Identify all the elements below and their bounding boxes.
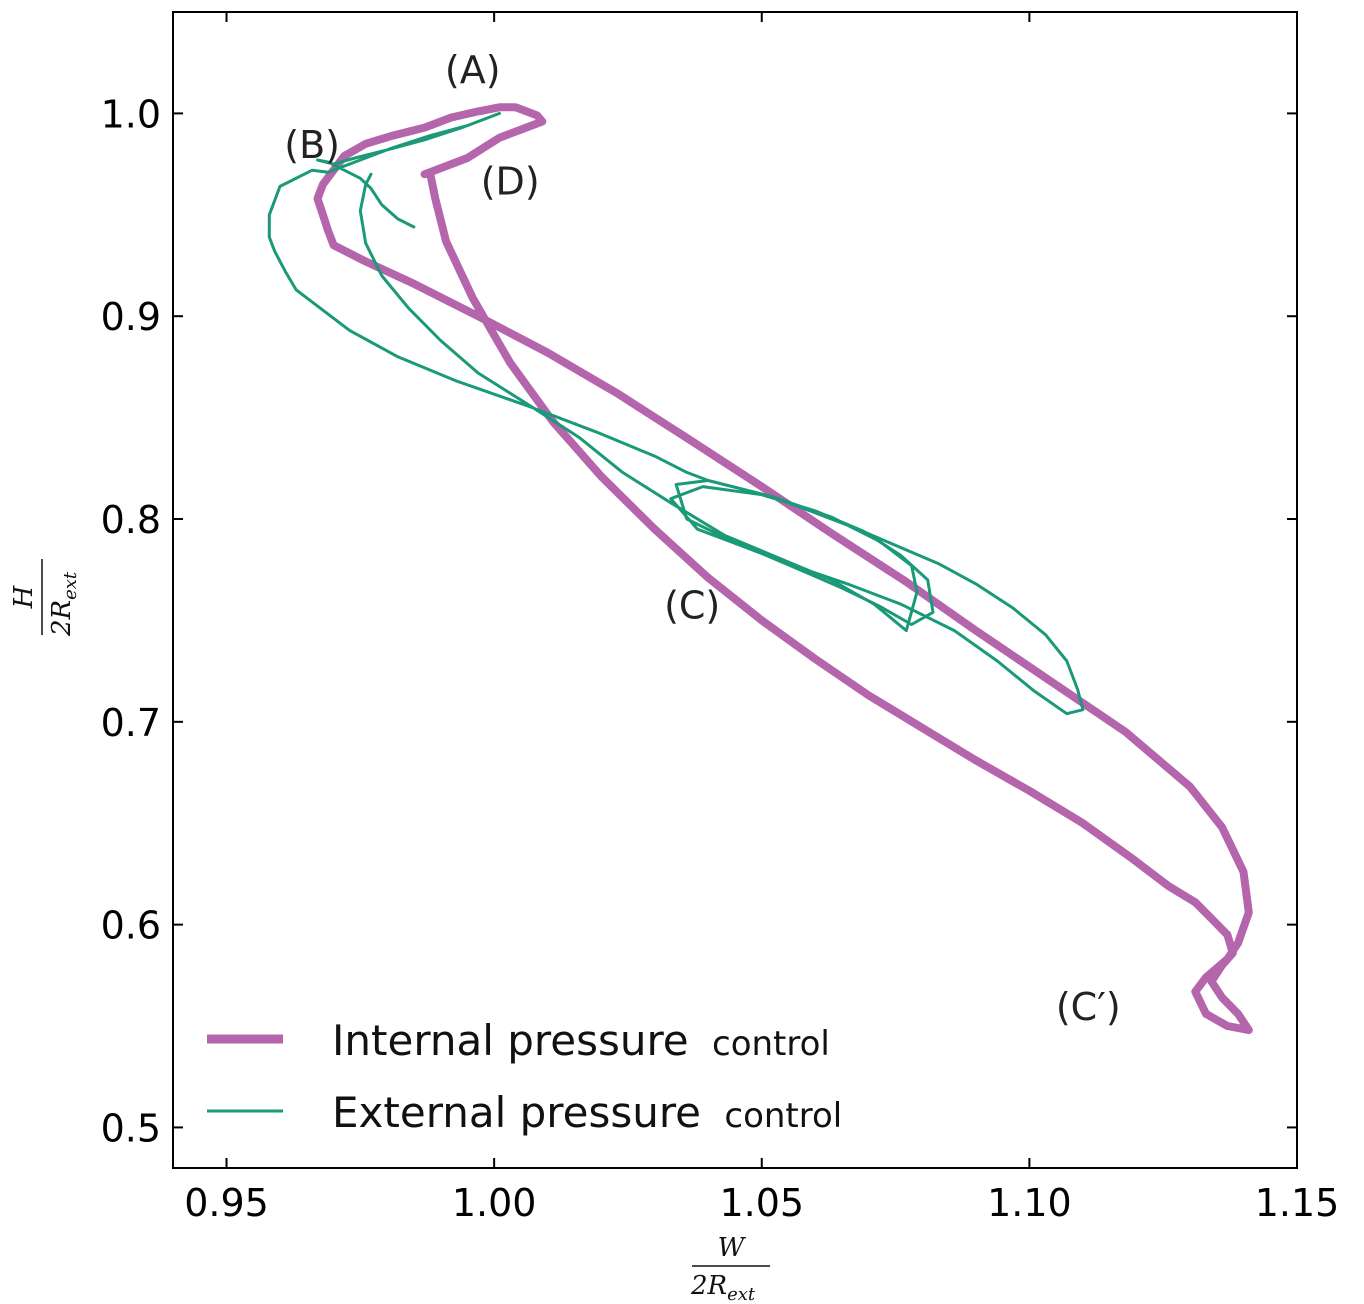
y-axis-label-denominator: 2Rext	[47, 571, 81, 637]
legend: Internal pressure control External press…	[207, 1016, 842, 1137]
annotation-label: (C′)	[1056, 985, 1121, 1029]
annotations: (A) (B) (C) (D) (C′)	[284, 48, 1120, 1029]
x-axis-label: W 2Rext	[690, 1233, 770, 1304]
x-axis-label-subscript: ext	[727, 1284, 756, 1304]
y-axis-label: H 2Rext	[9, 559, 81, 637]
legend-entry-internal: Internal pressure control	[332, 1016, 830, 1065]
series-line-external	[267, 111, 1085, 716]
y-tick-label: 0.5	[101, 1106, 161, 1150]
x-tick-label: 0.95	[184, 1181, 269, 1225]
y-axis-label-denominator-main: 2R	[47, 600, 77, 637]
series-line-internal	[313, 103, 1253, 1035]
plot-frame	[172, 11, 1298, 1169]
y-axis-label-numerator: H	[9, 584, 39, 609]
legend-entry-external: External pressure control	[332, 1088, 842, 1137]
legend-suffix-internal: control	[712, 1024, 830, 1064]
annotation-label: (B)	[284, 123, 340, 167]
series-layer	[267, 103, 1253, 1035]
y-axis-label-subscript: ext	[60, 571, 81, 600]
legend-suffix-external: control	[724, 1096, 842, 1136]
x-tick-label: 1.05	[719, 1181, 804, 1225]
legend-label-external: External pressure	[332, 1088, 701, 1137]
annotation-label: (A)	[445, 48, 501, 92]
annotation-label: (D)	[481, 160, 540, 204]
legend-label-internal: Internal pressure	[332, 1016, 689, 1065]
x-tick-label: 1.00	[452, 1181, 537, 1225]
y-tick-label: 1.0	[101, 92, 161, 136]
y-tick-label: 0.6	[101, 904, 161, 948]
x-axis-label-denominator-main: 2R	[690, 1271, 727, 1301]
annotation-label: (C)	[664, 583, 720, 627]
x-tick-label: 1.10	[987, 1181, 1072, 1225]
y-tick-label: 0.9	[101, 295, 161, 339]
x-axis-label-denominator: 2Rext	[690, 1271, 756, 1304]
ticks-layer: 0.95 1.00 1.05 1.10 1.15 0.5 0.6 0.7 0.8 0.9 1.0	[101, 12, 1340, 1225]
x-tick-label: 1.15	[1255, 1181, 1340, 1225]
x-axis-label-numerator: W	[718, 1233, 747, 1263]
y-tick-label: 0.7	[101, 701, 161, 745]
y-tick-label: 0.8	[101, 498, 161, 542]
